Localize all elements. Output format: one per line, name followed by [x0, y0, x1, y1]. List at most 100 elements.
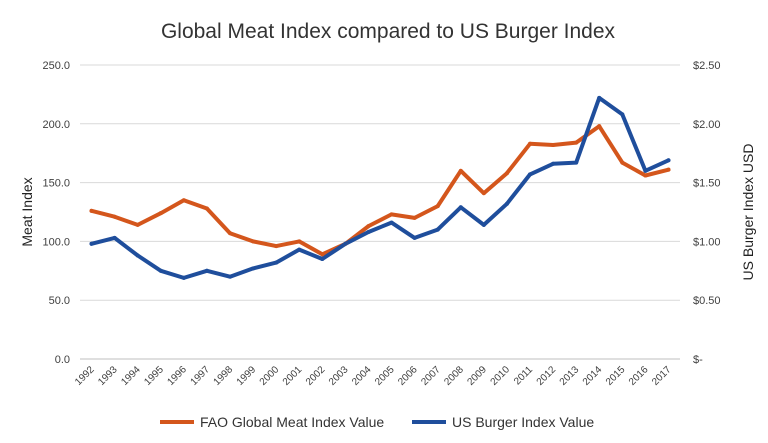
data-point	[251, 266, 256, 271]
chart-title: Global Meat Index compared to US Burger …	[161, 20, 616, 43]
data-point	[297, 247, 302, 252]
x-tick-label: 2011	[512, 364, 535, 387]
y-tick-label-right: $1.00	[693, 236, 721, 248]
data-point	[204, 268, 209, 273]
x-tick-label: 2013	[558, 364, 582, 388]
data-point	[389, 220, 394, 225]
data-point	[597, 95, 602, 100]
data-point	[620, 160, 625, 165]
y-tick-label-left: 250.0	[42, 60, 70, 72]
data-point	[181, 198, 186, 203]
y-tick-label-right: $2.00	[693, 119, 721, 131]
data-point	[112, 214, 117, 219]
x-tick-label: 1996	[165, 364, 189, 388]
data-point	[551, 142, 556, 147]
data-point	[597, 124, 602, 129]
x-tick-label: 2015	[604, 364, 628, 388]
x-tick-label: 1993	[96, 364, 120, 388]
series-line-2	[89, 95, 671, 280]
data-point	[89, 208, 94, 213]
data-point	[158, 268, 163, 273]
x-tick-label: 2009	[465, 364, 489, 388]
x-tick-label: 2004	[350, 364, 374, 388]
x-tick-label: 2017	[650, 364, 674, 388]
data-point	[297, 239, 302, 244]
legend-label: FAO Global Meat Index Value	[200, 414, 384, 430]
data-point	[274, 244, 279, 249]
data-point	[574, 140, 579, 145]
x-tick-label: 2005	[373, 364, 397, 388]
data-point	[204, 206, 209, 211]
data-point	[135, 222, 140, 227]
data-point	[274, 260, 279, 265]
data-point	[666, 158, 671, 163]
x-tick-label: 2012	[535, 364, 559, 388]
data-point	[135, 253, 140, 258]
series-lines	[89, 95, 671, 280]
legend-label: US Burger Index Value	[452, 414, 594, 430]
y-tick-label-left: 150.0	[42, 178, 70, 190]
data-point	[366, 229, 371, 234]
data-point	[574, 160, 579, 165]
x-tick-label: 1994	[119, 364, 143, 388]
x-axis-ticks: 1992 1993 1994 1995 1996 1997 1998 1999 2000 2001…	[73, 364, 674, 388]
data-point	[551, 161, 556, 166]
y-tick-label-left: 0.0	[55, 354, 70, 366]
x-tick-label: 2016	[627, 364, 651, 388]
x-tick-label: 2006	[396, 364, 420, 388]
y-axis-right-ticks: $- $0.50 $1.00 $1.50 $2.00 $2.50	[693, 60, 721, 366]
data-point	[481, 191, 486, 196]
data-point	[112, 235, 117, 240]
y-axis-label-left: Meat Index	[19, 177, 35, 246]
y-axis-left-ticks: 0.0 50.0 100.0 150.0 200.0 250.0	[42, 60, 70, 366]
series-line-1	[89, 124, 671, 257]
x-tick-label: 2002	[304, 364, 328, 388]
data-point	[666, 167, 671, 172]
y-tick-label-right: $0.50	[693, 295, 721, 307]
y-axis-label-right: US Burger Index USD	[740, 144, 756, 281]
data-point	[228, 274, 232, 279]
x-tick-label: 2000	[258, 364, 282, 388]
data-point	[412, 235, 417, 240]
x-tick-label: 2001	[281, 364, 305, 388]
grid-lines	[80, 64, 680, 360]
data-point	[320, 257, 325, 262]
y-tick-label-left: 200.0	[42, 119, 70, 131]
data-point	[389, 212, 394, 217]
data-point	[528, 172, 532, 177]
series-points	[89, 95, 671, 280]
x-tick-label: 1999	[235, 364, 259, 388]
data-point	[643, 168, 648, 173]
data-point	[320, 252, 325, 257]
data-point	[158, 211, 163, 216]
x-tick-label: 1998	[212, 364, 236, 388]
y-tick-label-right: $2.50	[693, 60, 721, 72]
data-point	[412, 215, 417, 220]
data-point	[643, 173, 648, 178]
x-tick-label: 2014	[581, 364, 605, 388]
y-tick-label-right: $-	[693, 354, 703, 366]
data-point	[228, 231, 232, 236]
data-point	[481, 222, 486, 227]
y-tick-label-left: 50.0	[49, 295, 70, 307]
data-point	[458, 168, 463, 173]
data-point	[620, 112, 625, 117]
data-point	[251, 239, 256, 244]
x-tick-label: 1995	[142, 364, 166, 388]
data-point	[181, 275, 186, 280]
x-tick-label: 2008	[442, 364, 466, 388]
x-tick-label: 2007	[419, 364, 443, 388]
data-point	[343, 241, 348, 246]
data-point	[435, 227, 440, 232]
legend: FAO Global Meat Index Value US Burger Ind…	[160, 414, 594, 430]
x-tick-label: 1992	[73, 364, 97, 388]
x-tick-label: 2003	[327, 364, 351, 388]
y-tick-label-right: $1.50	[693, 178, 721, 190]
x-tick-label: 2010	[489, 364, 513, 388]
y-tick-label-left: 100.0	[42, 236, 70, 248]
data-point	[528, 141, 532, 146]
x-tick-label: 1997	[189, 364, 213, 388]
data-point	[504, 171, 509, 176]
data-point	[504, 201, 509, 206]
